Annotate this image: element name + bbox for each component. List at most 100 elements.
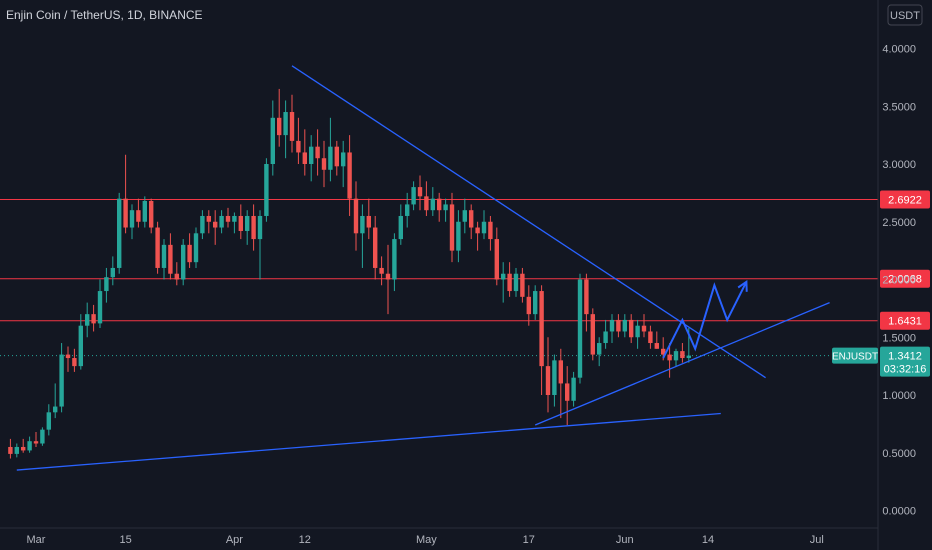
- candle-body: [277, 117, 282, 136]
- projection-path[interactable]: [662, 281, 748, 359]
- y-tick-label: 0.0000: [882, 506, 916, 518]
- symbol-tag: [832, 347, 878, 364]
- bar-countdown-label: 03:32:16: [884, 364, 927, 376]
- candle-body: [72, 358, 77, 367]
- x-tick-label: Jun: [616, 534, 634, 546]
- candle-body: [136, 210, 141, 222]
- candle-body: [123, 198, 128, 228]
- price-level-label: 1.6431: [888, 316, 922, 328]
- trendline[interactable]: [291, 65, 766, 379]
- candle-body: [533, 291, 538, 315]
- candle-body: [289, 112, 295, 141]
- candle-body: [379, 267, 384, 274]
- candle-body: [181, 244, 186, 280]
- candle-body: [161, 244, 167, 268]
- trendline[interactable]: [534, 301, 830, 426]
- candle-body: [353, 198, 359, 234]
- y-tick-label: 2.0000: [882, 275, 916, 287]
- candle-body: [392, 239, 397, 280]
- candle-body: [187, 244, 192, 263]
- candle-body: [507, 273, 512, 292]
- candle-body: [558, 360, 563, 384]
- y-tick-label: 3.0000: [882, 159, 916, 171]
- candle-body: [603, 331, 608, 344]
- candle-body: [341, 152, 346, 167]
- candle-body: [513, 273, 519, 292]
- candle-body: [14, 446, 19, 454]
- x-tick-label: Jul: [810, 534, 824, 546]
- candle-body: [40, 429, 45, 444]
- candle-body: [462, 210, 467, 222]
- candle-body: [616, 319, 621, 332]
- candle-body: [360, 215, 365, 234]
- y-tick-label: 0.5000: [882, 448, 916, 460]
- y-tick-label: 1.0000: [882, 390, 916, 402]
- x-tick-label: Mar: [27, 534, 46, 546]
- candle-body: [85, 314, 90, 326]
- candle-body: [200, 215, 205, 234]
- candle-body: [411, 187, 416, 205]
- candle-body: [334, 146, 339, 167]
- candle-body: [520, 273, 525, 297]
- candle-body: [437, 198, 442, 211]
- candle-body: [373, 227, 378, 268]
- candle-body: [225, 215, 231, 222]
- candle-body: [65, 354, 71, 359]
- price-level-tag: [880, 269, 930, 288]
- candle-body: [366, 215, 371, 228]
- candle-body: [264, 164, 269, 216]
- x-axis: Mar 15 Apr 12 May 17 Jun 14 Jul: [0, 527, 878, 546]
- candle-body: [385, 273, 391, 280]
- currency-badge[interactable]: USDT: [887, 4, 923, 26]
- candle-body: [315, 146, 320, 159]
- candle-body: [8, 446, 13, 454]
- candle-body: [469, 210, 474, 228]
- candle-body: [501, 273, 506, 280]
- candle-body: [142, 200, 147, 222]
- candle-body: [635, 325, 640, 338]
- price-levels: 2.6922 2.0068 1.6431: [0, 190, 930, 357]
- candle-body: [251, 215, 256, 240]
- candle-body: [667, 354, 672, 361]
- candle-body: [597, 343, 602, 355]
- candle-body: [584, 279, 589, 315]
- candle-body: [571, 377, 576, 401]
- candle-body: [46, 412, 51, 430]
- candle-body: [104, 277, 109, 292]
- x-tick-label: 17: [523, 534, 535, 546]
- x-tick-label: 15: [119, 534, 131, 546]
- price-level-label: 2.0068: [888, 274, 922, 286]
- candle-body: [680, 351, 685, 359]
- current-price-label: 1.3412: [888, 351, 922, 363]
- trendlines: [16, 65, 830, 471]
- candle-body: [577, 279, 583, 378]
- candle-body: [110, 267, 115, 278]
- y-tick-label: 2.5000: [882, 217, 916, 229]
- currency-badge-frame: [887, 4, 923, 26]
- candle-body: [424, 196, 429, 211]
- candle-body: [168, 244, 173, 274]
- candle-body: [405, 204, 410, 216]
- y-tick-label: 3.5000: [882, 101, 916, 113]
- chart-title: Enjin Coin / TetherUS, 1D, BINANCE: [6, 8, 203, 22]
- projection-arrowhead: [737, 279, 748, 292]
- candle-body: [347, 152, 352, 199]
- candle-body: [494, 239, 499, 280]
- current-price-tag: [880, 346, 930, 377]
- trendline[interactable]: [16, 412, 721, 471]
- candle-body: [565, 383, 570, 401]
- y-tick-label: 4.0000: [882, 44, 916, 56]
- candle-body: [443, 204, 448, 211]
- candle-body: [302, 152, 307, 164]
- candle-body: [213, 221, 218, 228]
- candle-body: [481, 221, 487, 234]
- candle-body: [21, 446, 26, 451]
- candle-body: [27, 441, 32, 451]
- candle-body: [91, 314, 96, 324]
- candle-body: [398, 215, 403, 240]
- symbol-label: ENJUSDT: [832, 352, 878, 363]
- candle-body: [174, 273, 179, 280]
- candle-body: [33, 441, 39, 444]
